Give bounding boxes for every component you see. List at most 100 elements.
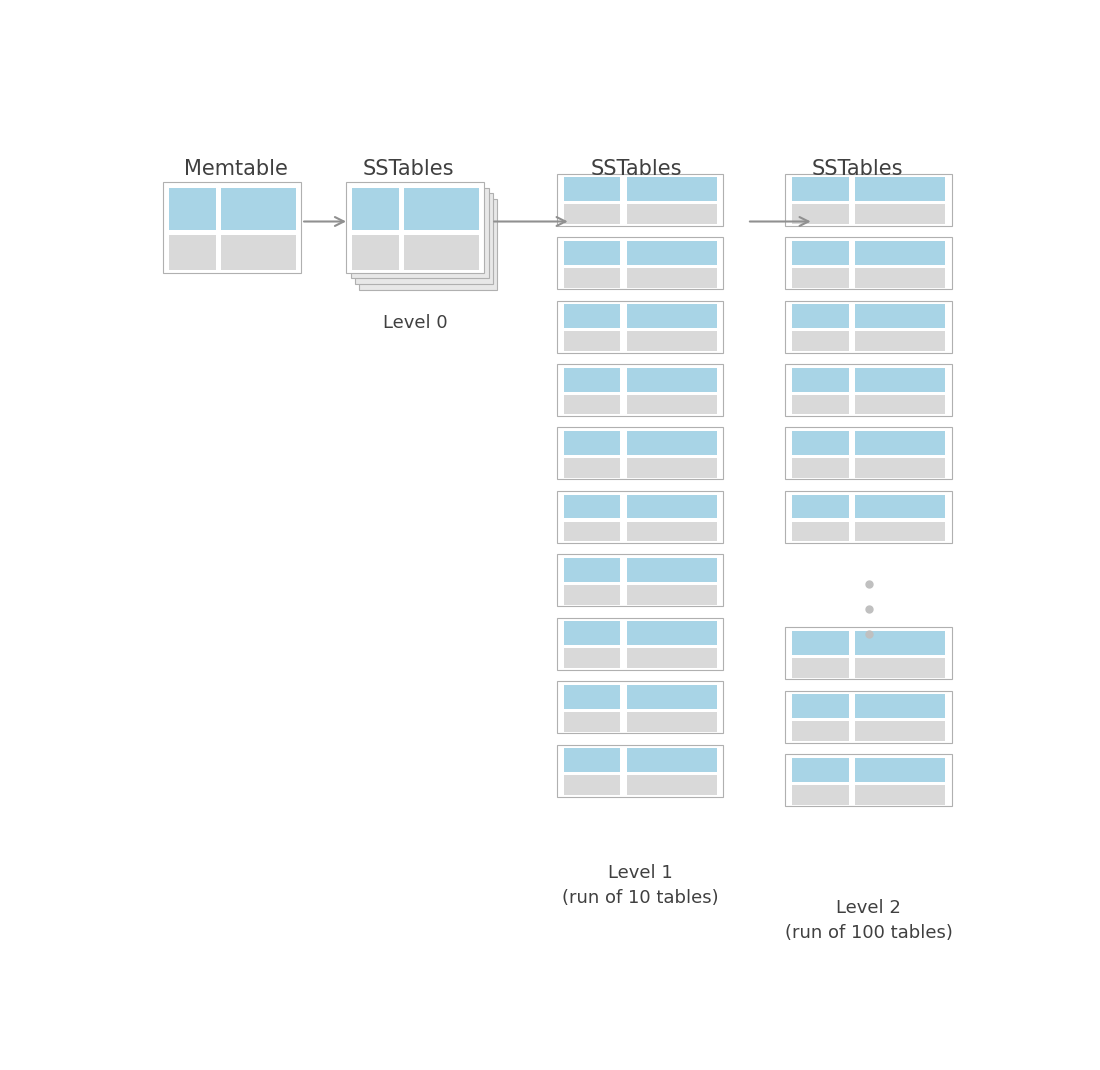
- FancyBboxPatch shape: [221, 188, 296, 230]
- FancyBboxPatch shape: [785, 627, 952, 679]
- FancyBboxPatch shape: [785, 428, 952, 479]
- FancyBboxPatch shape: [557, 364, 723, 416]
- FancyBboxPatch shape: [785, 491, 952, 542]
- FancyBboxPatch shape: [855, 694, 945, 718]
- FancyBboxPatch shape: [855, 631, 945, 655]
- FancyBboxPatch shape: [627, 431, 716, 455]
- FancyBboxPatch shape: [346, 182, 484, 273]
- FancyBboxPatch shape: [627, 494, 716, 519]
- FancyBboxPatch shape: [359, 199, 497, 290]
- FancyBboxPatch shape: [627, 648, 716, 668]
- FancyBboxPatch shape: [855, 304, 945, 328]
- FancyBboxPatch shape: [563, 685, 620, 708]
- FancyBboxPatch shape: [792, 494, 848, 519]
- FancyBboxPatch shape: [792, 758, 848, 782]
- FancyBboxPatch shape: [855, 721, 945, 742]
- FancyBboxPatch shape: [563, 521, 620, 541]
- FancyBboxPatch shape: [792, 268, 848, 288]
- FancyBboxPatch shape: [792, 721, 848, 742]
- FancyBboxPatch shape: [557, 682, 723, 733]
- FancyBboxPatch shape: [557, 617, 723, 670]
- FancyBboxPatch shape: [627, 685, 716, 708]
- FancyBboxPatch shape: [355, 194, 493, 285]
- Text: SSTables: SSTables: [591, 158, 682, 179]
- FancyBboxPatch shape: [563, 748, 620, 773]
- FancyBboxPatch shape: [627, 557, 716, 582]
- FancyBboxPatch shape: [563, 395, 620, 414]
- FancyBboxPatch shape: [563, 585, 620, 605]
- FancyBboxPatch shape: [855, 178, 945, 201]
- FancyBboxPatch shape: [627, 204, 716, 224]
- FancyBboxPatch shape: [855, 332, 945, 351]
- FancyBboxPatch shape: [557, 173, 723, 226]
- FancyBboxPatch shape: [563, 648, 620, 668]
- FancyBboxPatch shape: [627, 622, 716, 645]
- FancyBboxPatch shape: [855, 458, 945, 478]
- FancyBboxPatch shape: [563, 557, 620, 582]
- FancyBboxPatch shape: [792, 631, 848, 655]
- FancyBboxPatch shape: [627, 712, 716, 732]
- Text: Level 1
(run of 10 tables): Level 1 (run of 10 tables): [562, 863, 718, 907]
- FancyBboxPatch shape: [792, 395, 848, 414]
- FancyBboxPatch shape: [563, 712, 620, 732]
- FancyBboxPatch shape: [855, 521, 945, 541]
- FancyBboxPatch shape: [792, 241, 848, 264]
- FancyBboxPatch shape: [627, 776, 716, 795]
- FancyBboxPatch shape: [168, 235, 216, 270]
- FancyBboxPatch shape: [405, 188, 478, 230]
- FancyBboxPatch shape: [405, 235, 478, 270]
- FancyBboxPatch shape: [792, 784, 848, 805]
- FancyBboxPatch shape: [792, 521, 848, 541]
- FancyBboxPatch shape: [855, 395, 945, 414]
- Text: Memtable: Memtable: [184, 158, 287, 179]
- FancyBboxPatch shape: [627, 748, 716, 773]
- FancyBboxPatch shape: [563, 431, 620, 455]
- FancyBboxPatch shape: [785, 754, 952, 806]
- FancyBboxPatch shape: [627, 178, 716, 201]
- FancyBboxPatch shape: [352, 188, 399, 230]
- FancyBboxPatch shape: [785, 301, 952, 352]
- FancyBboxPatch shape: [792, 332, 848, 351]
- FancyBboxPatch shape: [855, 658, 945, 677]
- FancyBboxPatch shape: [792, 368, 848, 392]
- Text: Level 2
(run of 100 tables): Level 2 (run of 100 tables): [784, 900, 953, 943]
- FancyBboxPatch shape: [563, 368, 620, 392]
- FancyBboxPatch shape: [557, 491, 723, 542]
- FancyBboxPatch shape: [563, 332, 620, 351]
- FancyBboxPatch shape: [563, 304, 620, 328]
- FancyBboxPatch shape: [855, 784, 945, 805]
- FancyBboxPatch shape: [792, 204, 848, 224]
- FancyBboxPatch shape: [627, 585, 716, 605]
- FancyBboxPatch shape: [855, 368, 945, 392]
- FancyBboxPatch shape: [855, 268, 945, 288]
- FancyBboxPatch shape: [557, 238, 723, 289]
- FancyBboxPatch shape: [352, 235, 399, 270]
- FancyBboxPatch shape: [563, 241, 620, 264]
- FancyBboxPatch shape: [792, 458, 848, 478]
- FancyBboxPatch shape: [627, 241, 716, 264]
- FancyBboxPatch shape: [563, 458, 620, 478]
- FancyBboxPatch shape: [855, 241, 945, 264]
- FancyBboxPatch shape: [557, 428, 723, 479]
- FancyBboxPatch shape: [563, 204, 620, 224]
- FancyBboxPatch shape: [563, 776, 620, 795]
- FancyBboxPatch shape: [785, 173, 952, 226]
- FancyBboxPatch shape: [557, 745, 723, 796]
- Text: SSTables: SSTables: [363, 158, 454, 179]
- FancyBboxPatch shape: [627, 521, 716, 541]
- FancyBboxPatch shape: [792, 178, 848, 201]
- FancyBboxPatch shape: [627, 332, 716, 351]
- FancyBboxPatch shape: [627, 458, 716, 478]
- FancyBboxPatch shape: [168, 188, 216, 230]
- FancyBboxPatch shape: [563, 178, 620, 201]
- FancyBboxPatch shape: [792, 431, 848, 455]
- FancyBboxPatch shape: [792, 658, 848, 677]
- FancyBboxPatch shape: [785, 691, 952, 743]
- FancyBboxPatch shape: [855, 494, 945, 519]
- FancyBboxPatch shape: [792, 694, 848, 718]
- FancyBboxPatch shape: [557, 554, 723, 607]
- FancyBboxPatch shape: [785, 364, 952, 416]
- FancyBboxPatch shape: [627, 368, 716, 392]
- Text: SSTables: SSTables: [812, 158, 903, 179]
- FancyBboxPatch shape: [627, 395, 716, 414]
